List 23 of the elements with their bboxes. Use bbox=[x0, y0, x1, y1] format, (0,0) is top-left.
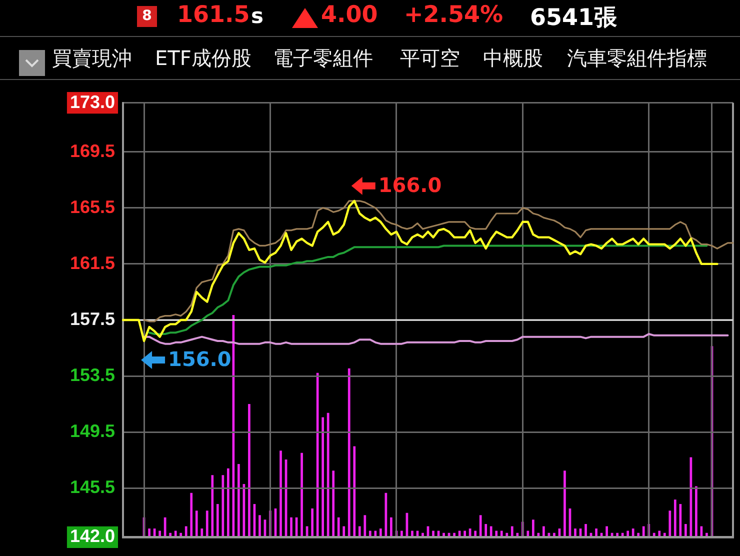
text: 161.5 bbox=[177, 2, 250, 28]
y-tick-label: 142.0 bbox=[70, 526, 115, 546]
text: 平可空 bbox=[400, 45, 460, 72]
text: 汽車零組件指標 bbox=[567, 45, 707, 72]
y-tick-label: 173.0 bbox=[70, 92, 115, 112]
text: ETF成份股 bbox=[155, 45, 252, 72]
annotation: 156.0 bbox=[168, 347, 232, 372]
y-tick-label: 157.5 bbox=[70, 308, 115, 329]
text: s bbox=[251, 4, 264, 28]
text: +2.54% bbox=[404, 2, 504, 28]
text: 6541張 bbox=[530, 4, 618, 33]
y-tick-label: 161.5 bbox=[70, 252, 115, 273]
y-tick-label: 165.5 bbox=[70, 196, 115, 217]
y-tick-label: 169.5 bbox=[70, 140, 115, 161]
text: 8 bbox=[137, 6, 157, 27]
annotation: 166.0 bbox=[378, 173, 442, 198]
y-tick-label: 145.5 bbox=[70, 477, 115, 498]
text: 電子零組件 bbox=[273, 45, 373, 72]
text: 中概股 bbox=[483, 45, 543, 72]
text: 4.00 bbox=[321, 2, 378, 28]
y-tick-label: 149.5 bbox=[70, 421, 115, 442]
text: 買賣現沖 bbox=[52, 45, 132, 72]
y-tick-label: 153.5 bbox=[70, 365, 115, 386]
